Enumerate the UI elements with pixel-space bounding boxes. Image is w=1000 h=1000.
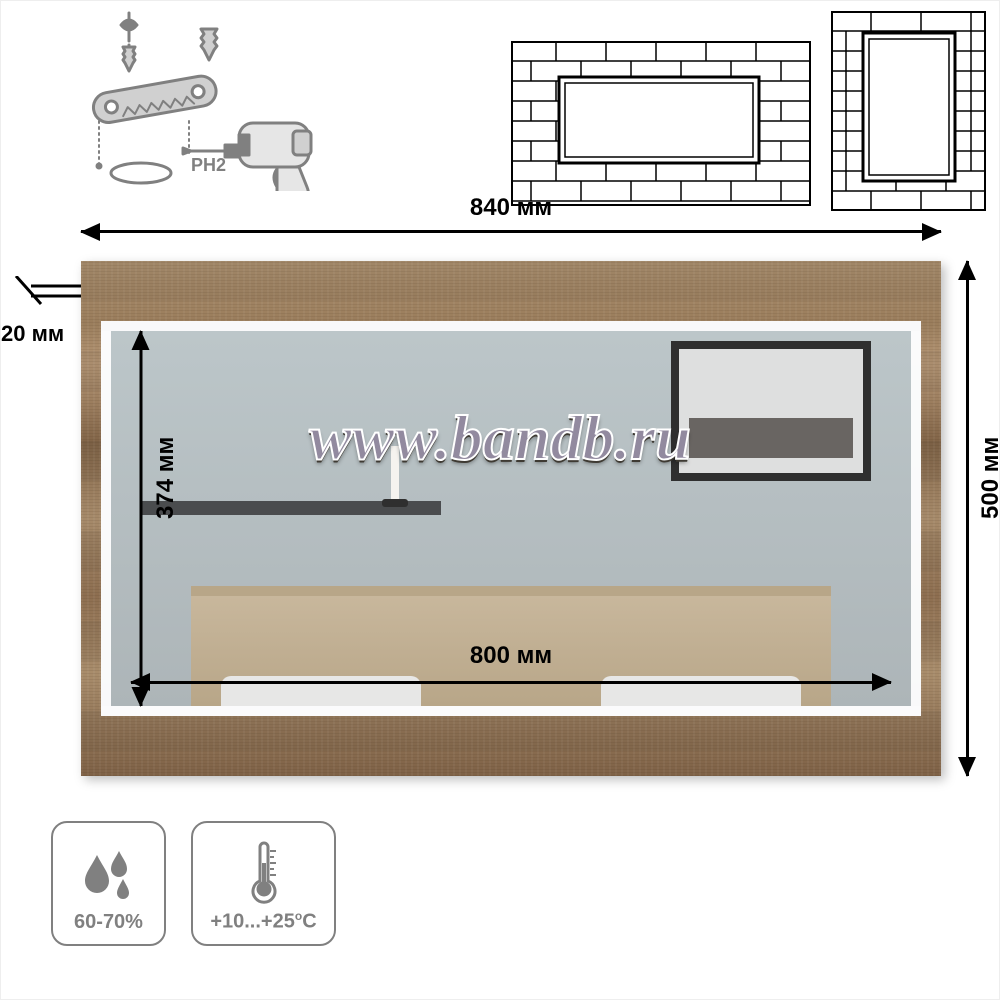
thermometer-icon: [246, 841, 282, 905]
reflected-picture-frame: [671, 341, 871, 481]
wall-plug-icon: [111, 163, 171, 183]
dimension-depth-label: 20 мм: [1, 321, 64, 347]
screw-icon: [201, 29, 217, 60]
mirror-product: 374 мм 800 мм: [81, 261, 941, 776]
dimension-outer-height-label: 500 мм: [977, 436, 1000, 518]
arrow-horizontal-icon: [81, 230, 941, 233]
arrow-vertical-icon: [966, 261, 969, 776]
dimension-inner-width: 800 мм: [131, 668, 891, 698]
orientation-landscape-icon: [511, 41, 811, 206]
environment-spec-badges: 60-70% +10...+25oC: [51, 821, 336, 946]
dimension-outer-width: 840 мм: [81, 216, 941, 251]
power-drill-icon: [239, 123, 311, 191]
humidity-badge: 60-70%: [51, 821, 166, 946]
dimension-outer-height: 500 мм: [956, 261, 991, 776]
drill-bit-label: PH2: [191, 155, 226, 175]
temperature-badge: +10...+25oC: [191, 821, 336, 946]
mounting-bracket-icon: [91, 74, 218, 125]
dimension-inner-width-label: 800 мм: [131, 642, 891, 670]
product-dimension-diagram: PH2: [0, 0, 1000, 1000]
droplets-icon: [79, 847, 139, 907]
orientation-portrait-icon: [831, 11, 986, 211]
screw-icon: [123, 45, 135, 71]
temperature-value: +10...+25oC: [210, 909, 316, 934]
humidity-value: 60-70%: [74, 911, 143, 934]
installation-tools-illustration: PH2: [41, 11, 321, 191]
dimension-inner-height-label: 374 мм: [152, 436, 180, 518]
dimension-outer-width-label: 840 мм: [81, 194, 941, 222]
arrow-horizontal-icon: [131, 681, 891, 684]
